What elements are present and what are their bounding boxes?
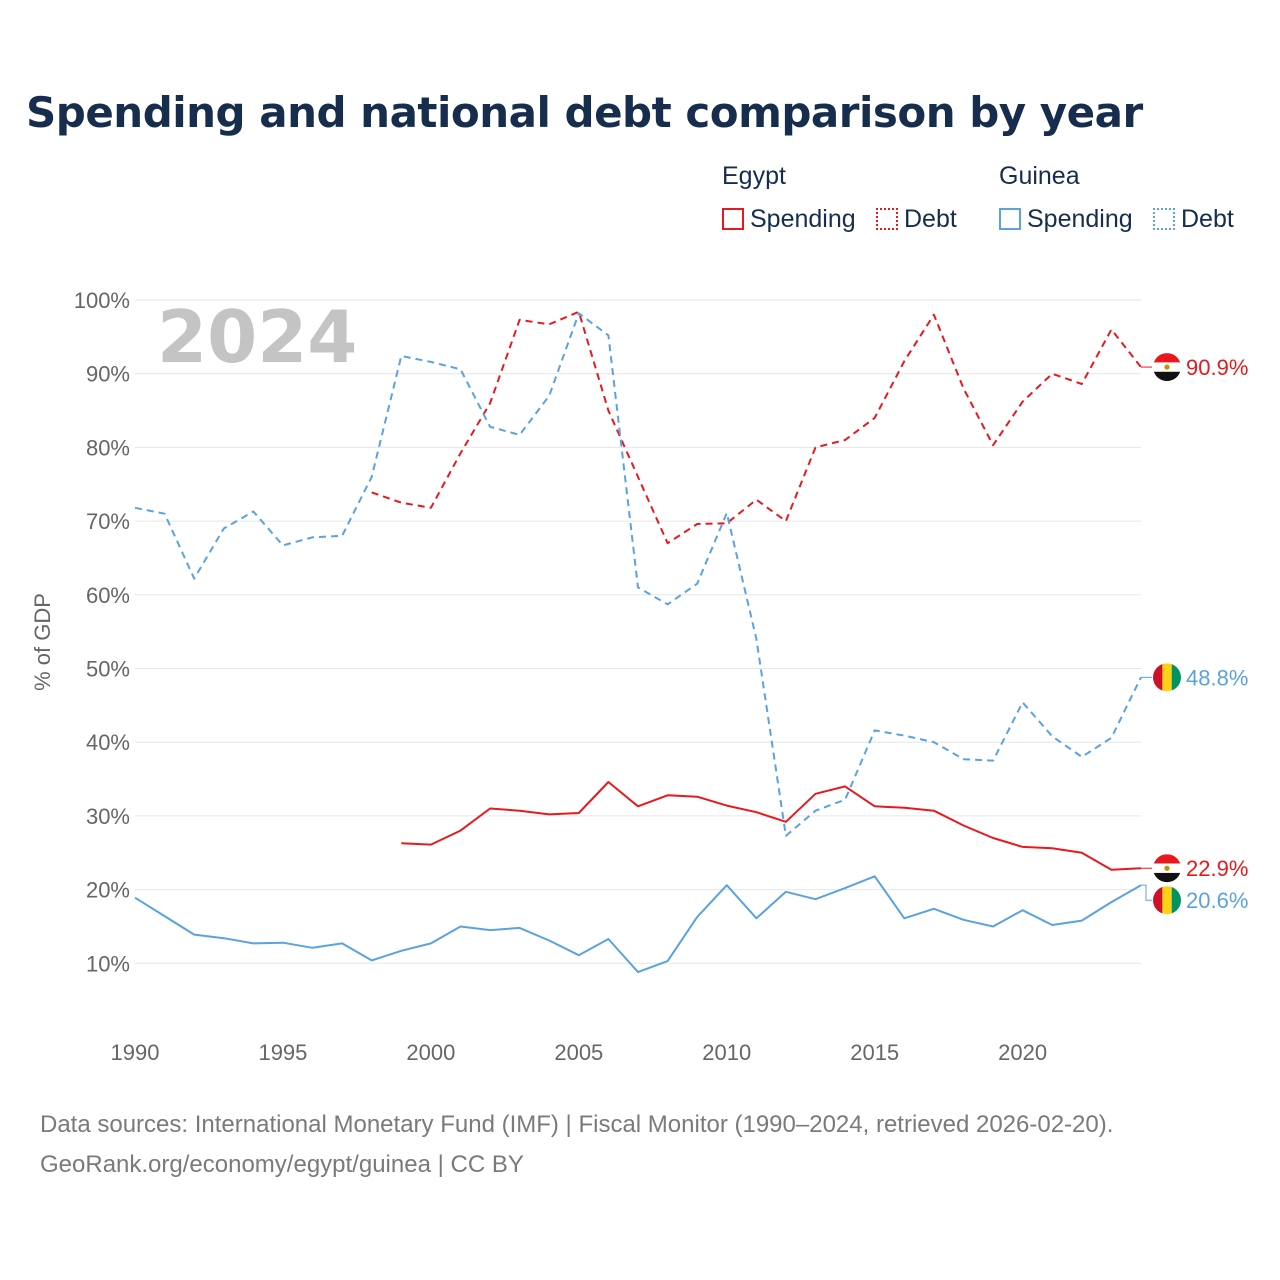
y-tick-label: 60% <box>86 583 130 608</box>
end-marker-guinea-spending[interactable]: 20.6% <box>1141 884 1248 915</box>
y-tick-label: 80% <box>86 435 130 460</box>
legend-label: Debt <box>904 204 957 233</box>
solid-line-swatch-icon <box>722 208 744 230</box>
end-marker-egypt-spending[interactable]: 22.9% <box>1141 854 1248 883</box>
x-tick-label: 1990 <box>111 1040 160 1065</box>
leader-line <box>1141 884 1152 901</box>
x-tick-label: 2005 <box>554 1040 603 1065</box>
legend-country-guinea: Guinea <box>999 162 1080 190</box>
y-axis: 10% 20% 30% 40% 50% 60% 70% 80% 90% 100% <box>74 288 130 976</box>
legend-label: Spending <box>1027 204 1133 233</box>
series-line-guinea-spending[interactable] <box>134 875 1142 974</box>
end-value-label: 20.6% <box>1186 888 1248 913</box>
y-tick-label: 30% <box>86 804 130 829</box>
end-markers: 90.9% 48.8% 22.9% 20.6% <box>1141 353 1248 915</box>
series-lines <box>134 310 1142 974</box>
guinea-flag-icon <box>1153 886 1181 915</box>
y-axis-label: % of GDP <box>30 593 55 691</box>
gridlines <box>135 299 1141 964</box>
x-tick-label: 2020 <box>998 1040 1047 1065</box>
data-sources: Data sources: International Monetary Fun… <box>40 1111 1114 1138</box>
year-badge: 2024 <box>157 295 357 379</box>
x-tick-label: 1995 <box>258 1040 307 1065</box>
x-tick-label: 2015 <box>850 1040 899 1065</box>
chart-title: Spending and national debt comparison by… <box>26 88 1143 137</box>
series-line-egypt-debt[interactable] <box>371 310 1142 545</box>
y-tick-label: 90% <box>86 362 130 387</box>
dotted-line-swatch-icon <box>876 208 898 230</box>
footer: Data sources: International Monetary Fun… <box>40 1105 1113 1185</box>
series-line-egypt-spending[interactable] <box>401 781 1142 871</box>
legend-country-egypt: Egypt <box>722 162 786 190</box>
y-tick-label: 10% <box>86 951 130 976</box>
legend-item-guinea-debt[interactable]: Debt <box>1153 203 1234 235</box>
legend-item-egypt-debt[interactable]: Debt <box>876 203 957 235</box>
x-axis: 1990 1995 2000 2005 2010 2015 2020 <box>111 1040 1048 1065</box>
solid-line-swatch-icon <box>999 208 1021 230</box>
end-value-label: 90.9% <box>1186 355 1248 380</box>
dotted-line-swatch-icon <box>1153 208 1175 230</box>
legend-label: Spending <box>750 204 856 233</box>
end-marker-guinea-debt[interactable]: 48.8% <box>1141 663 1248 692</box>
y-tick-label: 70% <box>86 509 130 534</box>
legend-item-egypt-spending[interactable]: Spending <box>722 203 856 235</box>
series-line-guinea-debt[interactable] <box>134 312 1142 837</box>
egypt-flag-icon <box>1153 353 1181 382</box>
y-tick-label: 50% <box>86 657 130 682</box>
y-tick-label: 20% <box>86 878 130 903</box>
y-tick-label: 40% <box>86 730 130 755</box>
guinea-flag-icon <box>1153 663 1181 692</box>
x-tick-label: 2000 <box>406 1040 455 1065</box>
egypt-flag-icon <box>1153 854 1181 883</box>
x-tick-label: 2010 <box>702 1040 751 1065</box>
end-marker-egypt-debt[interactable]: 90.9% <box>1141 353 1248 382</box>
end-value-label: 48.8% <box>1186 665 1248 690</box>
legend-item-guinea-spending[interactable]: Spending <box>999 203 1133 235</box>
credit-link[interactable]: GeoRank.org/economy/egypt/guinea | CC BY <box>40 1151 524 1178</box>
legend-label: Debt <box>1181 204 1234 233</box>
y-tick-label: 100% <box>74 288 130 313</box>
end-value-label: 22.9% <box>1186 856 1248 881</box>
